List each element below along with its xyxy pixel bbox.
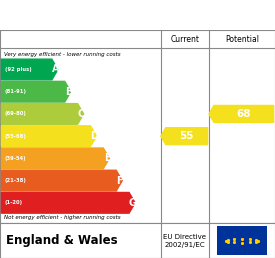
Text: England & Wales: England & Wales (6, 234, 117, 247)
Text: 55: 55 (180, 131, 194, 141)
Text: F: F (117, 176, 123, 186)
Text: A: A (52, 64, 59, 75)
Polygon shape (1, 192, 135, 213)
Text: G: G (129, 198, 137, 208)
Text: D: D (90, 131, 98, 141)
Text: (55-68): (55-68) (5, 134, 27, 139)
Text: E: E (104, 153, 110, 163)
Text: (1-20): (1-20) (5, 200, 23, 205)
Polygon shape (209, 106, 274, 122)
Text: (81-91): (81-91) (5, 89, 27, 94)
Polygon shape (1, 81, 71, 102)
Text: (69-80): (69-80) (5, 111, 27, 116)
Text: B: B (65, 87, 72, 97)
Text: EU Directive
2002/91/EC: EU Directive 2002/91/EC (163, 233, 207, 248)
Text: 68: 68 (236, 109, 251, 119)
Text: (39-54): (39-54) (5, 156, 27, 161)
Text: (21-38): (21-38) (5, 178, 27, 183)
Text: Energy Efficiency Rating: Energy Efficiency Rating (8, 9, 192, 22)
Text: Not energy efficient - higher running costs: Not energy efficient - higher running co… (4, 215, 121, 220)
Polygon shape (161, 128, 208, 144)
Polygon shape (1, 170, 122, 191)
Text: C: C (78, 109, 85, 119)
Text: (92 plus): (92 plus) (5, 67, 32, 72)
Polygon shape (1, 126, 97, 147)
Text: Very energy efficient - lower running costs: Very energy efficient - lower running co… (4, 52, 121, 57)
Polygon shape (1, 59, 58, 80)
Polygon shape (1, 148, 109, 169)
Text: Potential: Potential (225, 35, 259, 44)
FancyBboxPatch shape (217, 226, 267, 255)
Text: Current: Current (170, 35, 199, 44)
Polygon shape (1, 104, 84, 124)
